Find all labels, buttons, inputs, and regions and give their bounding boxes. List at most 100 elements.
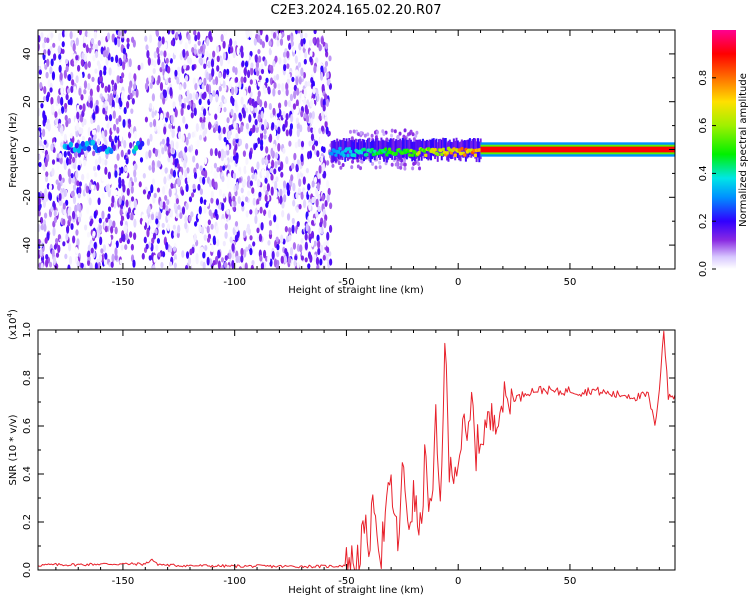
noise-cell bbox=[180, 107, 184, 117]
noise-cell bbox=[375, 130, 379, 135]
noise-cell bbox=[227, 173, 231, 182]
heatmap-cells bbox=[38, 30, 675, 269]
noise-cell bbox=[244, 196, 249, 203]
noise-cell bbox=[92, 54, 96, 62]
noise-cell bbox=[113, 123, 117, 131]
noise-cell bbox=[83, 80, 88, 90]
noise-cell bbox=[178, 84, 182, 91]
noise-cell bbox=[108, 219, 112, 228]
noise-cell bbox=[249, 30, 253, 38]
noise-cell bbox=[45, 71, 49, 79]
noise-cell bbox=[123, 107, 127, 115]
noise-cell bbox=[218, 133, 222, 141]
noise-cell bbox=[212, 259, 216, 267]
noise-cell bbox=[288, 127, 293, 137]
noise-cell bbox=[103, 258, 108, 266]
noise-cell bbox=[124, 244, 128, 251]
colorbar-tick-label: 0.4 bbox=[698, 165, 709, 181]
noise-cell bbox=[55, 117, 59, 125]
noise-cell bbox=[296, 262, 300, 269]
noise-cell bbox=[237, 127, 241, 134]
noise-cell bbox=[118, 182, 122, 189]
noise-cell bbox=[271, 122, 275, 129]
signal-cell bbox=[74, 142, 80, 149]
line-halo bbox=[350, 140, 353, 159]
noise-cell bbox=[252, 197, 256, 206]
noise-cell bbox=[110, 56, 114, 63]
noise-cell bbox=[221, 218, 225, 228]
noise-cell bbox=[216, 238, 220, 247]
noise-cell bbox=[66, 224, 70, 234]
noise-cell bbox=[246, 164, 250, 173]
noise-cell bbox=[293, 259, 297, 267]
noise-cell bbox=[129, 142, 133, 149]
noise-cell bbox=[295, 192, 299, 199]
noise-cell bbox=[288, 42, 292, 50]
signal-cell bbox=[82, 145, 88, 152]
noise-cell bbox=[272, 88, 276, 97]
noise-cell bbox=[100, 248, 104, 254]
noise-cell bbox=[249, 180, 253, 187]
noise-cell bbox=[242, 134, 246, 144]
noise-cell bbox=[304, 241, 308, 251]
noise-cell bbox=[98, 224, 103, 231]
noise-cell bbox=[50, 206, 54, 213]
noise-cell bbox=[286, 50, 290, 59]
noise-cell bbox=[393, 129, 397, 134]
noise-cell bbox=[44, 175, 49, 183]
noise-cell bbox=[170, 39, 174, 46]
noise-cell bbox=[320, 37, 325, 45]
noise-cell bbox=[118, 57, 122, 65]
noise-cell bbox=[168, 173, 172, 180]
noise-cell bbox=[82, 103, 86, 113]
noise-cell bbox=[290, 40, 294, 47]
noise-cell bbox=[289, 123, 294, 130]
noise-cell bbox=[115, 118, 119, 125]
noise-cell bbox=[57, 234, 62, 240]
noise-cell bbox=[96, 84, 100, 93]
noise-cell bbox=[188, 93, 193, 101]
noise-cell bbox=[245, 54, 250, 61]
noise-cell bbox=[111, 195, 115, 205]
noise-cell bbox=[203, 156, 208, 165]
noise-cell bbox=[81, 173, 85, 181]
noise-cell bbox=[98, 217, 102, 224]
noise-cell bbox=[42, 164, 46, 171]
snr-xtick-label: 0 bbox=[455, 576, 461, 587]
noise-cell bbox=[161, 222, 165, 229]
noise-cell bbox=[288, 140, 292, 147]
noise-cell bbox=[302, 176, 306, 185]
spectrogram-xtick-label: 50 bbox=[564, 277, 577, 288]
noise-cell bbox=[216, 45, 220, 54]
noise-cell bbox=[218, 85, 222, 92]
noise-cell bbox=[168, 188, 172, 198]
noise-cell bbox=[308, 211, 312, 221]
noise-cell bbox=[255, 127, 259, 133]
noise-cell bbox=[183, 64, 187, 70]
noise-cell bbox=[403, 162, 407, 167]
noise-cell bbox=[149, 102, 153, 109]
noise-cell bbox=[160, 112, 164, 120]
noise-cell bbox=[141, 253, 145, 260]
noise-cell bbox=[79, 104, 83, 110]
noise-cell bbox=[296, 243, 301, 252]
noise-cell bbox=[350, 165, 354, 170]
noise-cell bbox=[256, 178, 261, 188]
noise-cell bbox=[213, 162, 218, 169]
noise-cell bbox=[105, 184, 109, 192]
noise-cell bbox=[222, 193, 226, 199]
noise-cell bbox=[234, 76, 239, 83]
noise-cell bbox=[77, 216, 82, 223]
noise-cell bbox=[322, 104, 326, 112]
spectrogram-ytick-label: 40 bbox=[22, 48, 33, 61]
noise-cell bbox=[138, 181, 142, 188]
noise-cell bbox=[319, 221, 323, 228]
noise-cell bbox=[123, 30, 127, 34]
noise-cell bbox=[215, 198, 220, 206]
noise-cell bbox=[272, 128, 277, 138]
noise-cell bbox=[63, 86, 67, 95]
noise-cell bbox=[57, 95, 61, 104]
noise-cell bbox=[83, 118, 87, 126]
noise-cell bbox=[71, 156, 76, 164]
noise-cell bbox=[181, 134, 185, 143]
